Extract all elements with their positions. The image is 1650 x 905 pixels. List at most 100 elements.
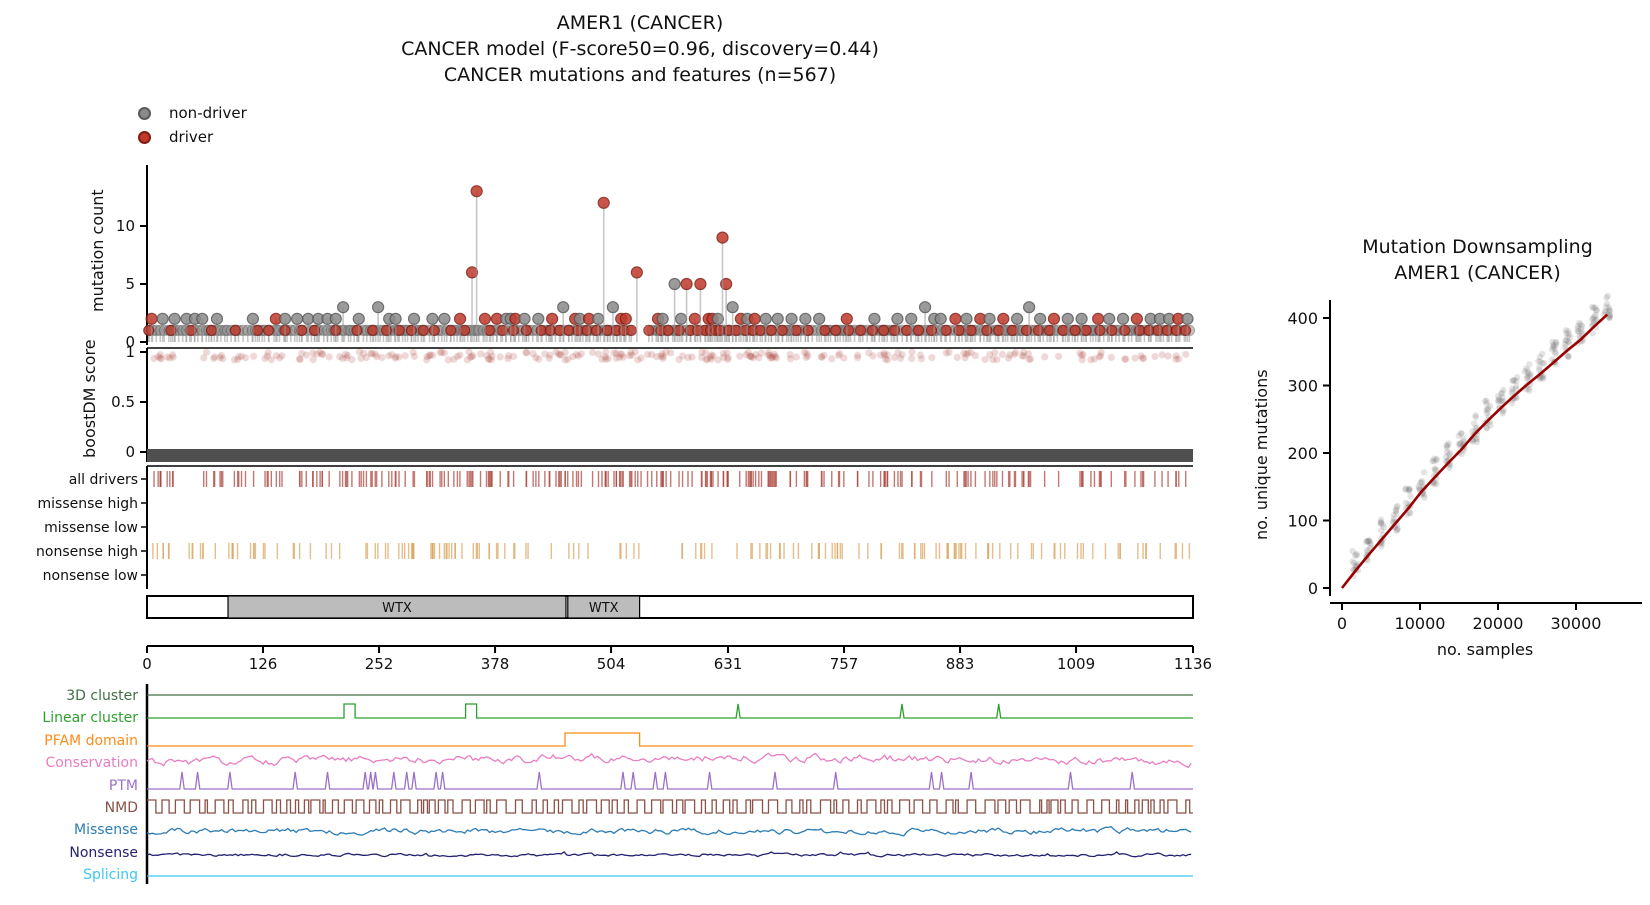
driver-score-dot bbox=[278, 351, 286, 360]
down-scatter-dot bbox=[1487, 422, 1494, 429]
down-scatter-dot bbox=[1433, 455, 1440, 463]
non-driver-lollipop bbox=[771, 312, 784, 325]
driver-score-dot bbox=[817, 352, 826, 361]
driver-score-dot bbox=[1018, 351, 1026, 360]
consequence-tick bbox=[1119, 543, 1121, 559]
consequence-tick bbox=[1030, 543, 1033, 559]
down-scatter-dot bbox=[1562, 337, 1569, 344]
consequence-tick bbox=[751, 543, 753, 559]
driver-score-dot bbox=[444, 355, 453, 364]
driver-score-dot bbox=[953, 353, 962, 362]
driver-lollipop bbox=[296, 324, 308, 336]
driver-lollipop bbox=[776, 324, 788, 336]
consequence-tick bbox=[262, 543, 265, 559]
driver-lollipop bbox=[1130, 312, 1143, 325]
down-scatter-dot bbox=[1495, 395, 1503, 403]
down-scatter-dot bbox=[1365, 537, 1373, 544]
consequence-tick bbox=[921, 543, 924, 559]
down-scatter-dot bbox=[1592, 316, 1599, 324]
driver-score-dot bbox=[658, 349, 666, 358]
consequence-tick bbox=[726, 471, 728, 487]
driver-score-dot bbox=[834, 351, 843, 360]
down-scatter-dot bbox=[1481, 397, 1489, 405]
consequence-tick bbox=[428, 471, 430, 487]
consequence-tick bbox=[345, 471, 348, 487]
feature-track-label: Nonsense bbox=[69, 845, 138, 861]
driver-score-dot bbox=[217, 351, 226, 360]
driver-score-dot bbox=[800, 348, 809, 357]
down-scatter-dot bbox=[1578, 323, 1586, 330]
consequence-tick bbox=[789, 471, 792, 487]
non-driver-lollipop bbox=[518, 312, 531, 325]
consequence-tick bbox=[954, 543, 956, 559]
feature-track-label: NMD bbox=[105, 800, 138, 816]
track-row-label: all drivers bbox=[69, 472, 138, 488]
consequence-tick bbox=[344, 471, 347, 487]
consequence-tick bbox=[1188, 543, 1191, 559]
consequence-tick bbox=[447, 471, 450, 487]
driver-score-dot bbox=[1138, 354, 1147, 363]
consequence-tick bbox=[795, 471, 798, 487]
driver-lollipop bbox=[1043, 324, 1055, 336]
consequence-tick bbox=[469, 471, 472, 487]
driver-lollipop bbox=[688, 312, 701, 325]
consequence-tick bbox=[1142, 471, 1145, 487]
down-scatter-dot bbox=[1499, 409, 1506, 417]
driver-score-dot bbox=[410, 352, 419, 361]
consequence-tick bbox=[454, 543, 456, 559]
driver-score-dot bbox=[988, 355, 997, 364]
consequence-tick bbox=[508, 471, 510, 487]
consequence-tick bbox=[1040, 543, 1043, 559]
driver-score-dot bbox=[325, 353, 334, 361]
consequence-tick bbox=[267, 471, 269, 487]
driver-score-dot bbox=[486, 348, 495, 357]
driver-lollipop bbox=[953, 324, 965, 336]
consequence-tick bbox=[758, 471, 760, 487]
consequence-tick bbox=[222, 471, 224, 487]
down-scatter-dot bbox=[1405, 487, 1413, 495]
non-driver-lollipop bbox=[279, 312, 292, 325]
down-scatter-dot bbox=[1566, 339, 1573, 346]
driver-lollipop bbox=[673, 324, 685, 336]
driver-lollipop bbox=[1170, 324, 1183, 336]
consequence-tick bbox=[681, 543, 684, 559]
consequence-tick bbox=[858, 543, 860, 559]
driver-score-dot bbox=[496, 353, 505, 361]
consequence-tick bbox=[580, 471, 583, 487]
driver-score-dot bbox=[1107, 353, 1116, 362]
consequence-tick bbox=[923, 543, 926, 559]
consequence-tick bbox=[884, 471, 887, 487]
consequence-tick bbox=[412, 471, 414, 487]
driver-score-dot bbox=[436, 348, 444, 357]
driver-score-dot bbox=[237, 352, 246, 361]
consequence-tick bbox=[994, 471, 996, 487]
consequence-tick bbox=[412, 543, 414, 559]
driver-lollipop bbox=[720, 277, 733, 291]
down-scatter-dot bbox=[1350, 559, 1358, 567]
feature-line bbox=[147, 771, 1193, 790]
driver-score-dot bbox=[1090, 355, 1099, 363]
down-scatter-dot bbox=[1550, 341, 1557, 348]
driver-score-dot bbox=[820, 351, 828, 360]
down-scatter-dot bbox=[1430, 457, 1438, 465]
feature-line bbox=[146, 825, 1192, 837]
consequence-tick bbox=[491, 471, 493, 487]
down-scatter-dot bbox=[1484, 405, 1492, 412]
down-scatter-dot bbox=[1577, 321, 1584, 328]
down-scatter-dot bbox=[1393, 510, 1400, 517]
down-scatter-dot bbox=[1473, 438, 1481, 446]
driver-score-dot bbox=[598, 355, 606, 364]
driver-score-dot bbox=[792, 353, 801, 361]
driver-score-dot bbox=[908, 348, 916, 357]
consequence-tick bbox=[811, 543, 813, 559]
down-x-tick-label: 10000 bbox=[1395, 614, 1446, 633]
driver-score-dot bbox=[890, 353, 899, 362]
consequence-tick bbox=[162, 543, 164, 559]
driver-score-dot bbox=[618, 350, 626, 359]
down-scatter-dot bbox=[1483, 397, 1490, 404]
consequence-tick bbox=[911, 471, 913, 487]
down-scatter-dot bbox=[1431, 467, 1439, 474]
consequence-tick bbox=[1013, 471, 1016, 487]
consequence-tick bbox=[253, 543, 255, 559]
driver-score-dot bbox=[1158, 350, 1166, 359]
